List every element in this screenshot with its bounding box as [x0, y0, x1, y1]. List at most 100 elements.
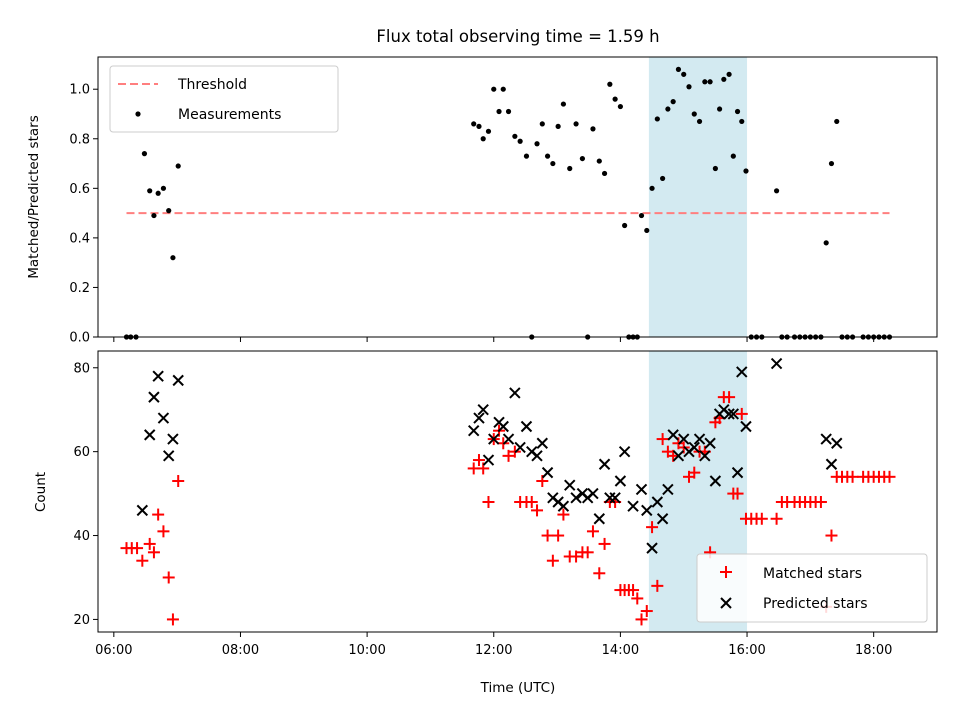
measurement-point	[151, 212, 157, 219]
bottom-panel: 20 40 60 80 06:00 08:00 10:00 12:00 14:00 16:00 1…	[33, 350, 938, 696]
predicted-star-point	[614, 475, 627, 487]
bottom-axes-frame	[97, 350, 938, 633]
predicted-star-point	[163, 450, 175, 462]
measurement-point	[512, 133, 518, 139]
measurement-point	[491, 86, 497, 92]
predicted-star-point	[618, 445, 631, 458]
measurement-point	[517, 138, 523, 144]
predicted-star-point	[473, 412, 485, 424]
legend-measurements-swatch	[135, 111, 141, 117]
top-y-ticks: 0.0 0.2 0.4 0.6 0.8 1.0	[69, 83, 98, 346]
chart-title: Flux total observing time = 1.59 h	[376, 27, 659, 46]
measurement-point	[828, 160, 835, 167]
top-x-ticks	[113, 337, 875, 342]
measurement-point	[471, 121, 477, 127]
matched-star-point	[846, 470, 859, 483]
bottom-y-tick-label: 60	[73, 445, 90, 460]
matched-star-point	[688, 466, 701, 479]
predicted-star-point	[520, 420, 533, 433]
measurement-point	[691, 111, 697, 117]
x-tick-label: 16:00	[728, 643, 765, 658]
predicted-star-point	[641, 504, 653, 517]
matched-star-point	[131, 542, 144, 555]
predicted-star-point	[477, 404, 489, 416]
matched-star-point	[147, 546, 160, 559]
matched-star-point	[152, 508, 165, 521]
x-tick-label: 08:00	[222, 643, 259, 658]
measurement-point	[485, 128, 492, 134]
predicted-star-point	[167, 433, 179, 445]
predicted-star-point	[672, 450, 685, 462]
legend-matched-label: Matched stars	[763, 566, 862, 582]
bottom-y-tick-label: 40	[73, 529, 90, 544]
matched-star-point	[735, 407, 748, 420]
measurement-point	[675, 66, 682, 72]
measurement-point	[654, 116, 660, 122]
legend-predicted-swatch	[720, 597, 732, 609]
matched-star-point	[552, 529, 565, 542]
matched-star-point	[651, 579, 664, 592]
predicted-star-point	[482, 454, 495, 466]
measurement-point	[665, 106, 671, 112]
top-y-tick-label: 1.0	[69, 83, 90, 98]
measurement-point	[823, 240, 829, 246]
predicted-star-point	[667, 429, 679, 441]
measurement-point	[147, 188, 153, 194]
predicted-star-point	[736, 366, 748, 378]
top-y-tick-label: 0.0	[69, 331, 90, 346]
measurement-point	[170, 255, 176, 261]
predicted-star-point	[699, 450, 711, 462]
predicted-star-point	[727, 408, 740, 420]
legend-predicted-label: Predicted stars	[763, 596, 868, 612]
measurement-point	[550, 160, 556, 167]
predicted-star-point	[635, 483, 648, 496]
predicted-star-point	[704, 437, 716, 449]
measurement-point	[555, 123, 561, 129]
matched-star-point	[143, 537, 156, 550]
matched-star-point	[825, 529, 838, 542]
measurement-point	[834, 118, 840, 125]
measurement-point	[730, 153, 736, 159]
predicted-star-point	[531, 450, 543, 462]
measurement-point	[596, 158, 602, 164]
matched-star-point	[162, 571, 175, 584]
measurement-point	[500, 86, 506, 92]
predicted-star-point	[557, 500, 570, 512]
measurement-point	[590, 126, 596, 132]
predicted-star-point	[770, 357, 783, 370]
predicted-star-point	[678, 433, 690, 445]
predicted-star-point	[831, 437, 843, 449]
matched-star-point	[586, 525, 599, 538]
measurement-point	[726, 71, 732, 77]
matched-star-point	[814, 495, 827, 508]
matched-star-point	[631, 592, 644, 605]
matched-star-point	[883, 470, 896, 483]
measurement-point	[160, 185, 167, 191]
matched-star-point	[723, 391, 736, 404]
matched-star-point	[627, 584, 640, 597]
matched-star-point	[472, 454, 485, 467]
matched-star-point	[731, 487, 744, 500]
predicted-star-point	[514, 441, 526, 454]
measurement-point	[155, 190, 161, 196]
matched-star-point	[640, 605, 653, 618]
measurement-point	[480, 136, 486, 142]
predicted-star-point	[740, 420, 752, 433]
measurement-point	[696, 118, 703, 125]
measurement-point	[734, 108, 741, 115]
predicted-star-point	[723, 408, 735, 420]
predicted-star-point	[502, 433, 515, 445]
bottom-y-tick-label: 80	[73, 361, 90, 376]
predicted-star-point	[709, 475, 722, 487]
predicted-star-point	[656, 513, 669, 525]
bottom-y-tick-label: 20	[73, 613, 90, 628]
measurement-point	[573, 121, 579, 127]
bottom-y-ticks: 20 40 60 80	[73, 361, 98, 628]
matched-star-point	[635, 613, 648, 626]
matched-star-point	[482, 495, 495, 508]
measurement-point	[638, 212, 645, 219]
bottom-legend: Matched stars Predicted stars	[696, 553, 928, 623]
measurement-point	[743, 168, 749, 174]
bottom-legend-box	[696, 553, 928, 623]
